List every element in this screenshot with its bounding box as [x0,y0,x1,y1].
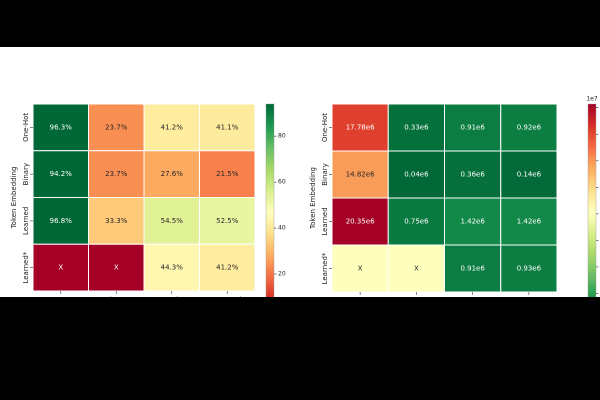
heatmap-panel-2: 17.78e6 0.33e6 0.91e6 0.92e6 14.82e6 0.04e6 0.… [309,96,599,297]
cell-value-label: 0.93e6 [517,265,542,273]
heatmap-cell [387,150,445,199]
cell-value-label: 41.2% [161,123,184,131]
x-tick-label: Binary [105,296,128,297]
cell-value-label: X [414,265,419,273]
heatmap-cell [500,197,558,246]
cell-value-label: 20.35e6 [346,218,375,226]
heatmap-cell [199,150,256,198]
cell-value-label: 44.3% [161,264,184,272]
figure-svg: 96.3% 23.7% 41.2% 41.1% 94.2% 23.7% 27.6% 21.5%… [10,96,599,297]
cell-value-label: 0.75e6 [404,218,429,226]
heatmap-cell [500,150,558,199]
y-tick-label: Learned* [321,252,329,284]
colorbar-tick-label: 60 [278,179,286,186]
y-tick-label: Binary [321,163,329,186]
colorbar [587,103,597,297]
heatmap-cell [331,103,389,152]
cell-value-label: 54.5% [161,217,184,225]
heatmap-cell [387,197,445,246]
heatmap-cell [387,103,445,152]
heatmap-cell [199,197,256,245]
colorbar-tick-label: 80 [278,133,286,140]
cell-value-label: 0.91e6 [460,124,485,132]
cell-value-label: 0.92e6 [517,124,542,132]
heatmap-cell [88,103,145,152]
cell-value-label: X [114,264,119,272]
heatmap-cell [32,103,89,152]
figure-canvas: 96.3% 23.7% 41.2% 41.1% 94.2% 23.7% 27.6% 21.5%… [0,47,600,297]
cell-value-label: 96.8% [50,217,73,225]
y-tick-label: One-Hot [321,113,329,142]
cell-value-label: 0.14e6 [517,171,542,179]
heatmap-cell [143,103,200,152]
cell-value-label: 0.91e6 [460,265,485,273]
cell-value-label: 17.78e6 [346,124,375,132]
x-tick-label: Static [162,296,182,297]
cell-value-label: 27.6% [161,170,184,178]
colorbar-tick-label: 40 [278,225,286,232]
heatmap-cell [88,150,145,198]
cell-value-label: 0.33e6 [404,124,429,132]
cell-value-label: 33.3% [105,217,128,225]
heatmap-cell [444,197,502,246]
cell-value-label: 23.7% [105,123,128,131]
heatmap-cell [199,103,256,152]
y-axis-title: Token Embedding [309,167,317,230]
heatmap-cell [199,243,256,292]
cell-value-label: 94.2% [50,170,73,178]
heatmap-cell [88,197,145,245]
cell-value-label: 0.36e6 [460,171,485,179]
y-axis-title: Token Embedding [10,167,18,230]
cell-value-label: 41.2% [216,264,239,272]
heatmap-cell [500,244,558,293]
colorbar-tick-label: 20 [278,271,286,278]
colorbar-exponent-label: 1e7 [586,96,598,103]
cell-value-label: 14.82e6 [346,171,375,179]
x-tick-label: One-Hot [46,296,75,297]
heatmap-panel-1: 96.3% 23.7% 41.2% 41.1% 94.2% 23.7% 27.6% 21.5%… [10,103,286,297]
y-tick-label: Learned [22,207,30,235]
y-tick-label: Learned [321,207,329,235]
cell-value-label: 23.7% [105,170,128,178]
cell-value-label: 96.3% [50,123,73,131]
cell-value-label: 52.5% [216,217,239,225]
heatmap-cell [88,243,145,292]
x-tick-label: Learned [213,296,241,297]
heatmap-cell [500,103,558,152]
cell-value-label: 0.04e6 [404,171,429,179]
cell-value-label: X [358,265,363,273]
y-tick-label: Learned* [22,251,30,283]
y-tick-label: One-Hot [22,113,30,142]
cell-value-label: X [58,264,63,272]
y-tick-label: Binary [22,163,30,186]
cell-value-label: 1.42e6 [460,218,485,226]
cell-value-label: 21.5% [216,170,239,178]
colorbar [265,103,275,297]
cell-value-label: 41.1% [216,123,239,131]
cell-value-label: 1.42e6 [517,218,542,226]
